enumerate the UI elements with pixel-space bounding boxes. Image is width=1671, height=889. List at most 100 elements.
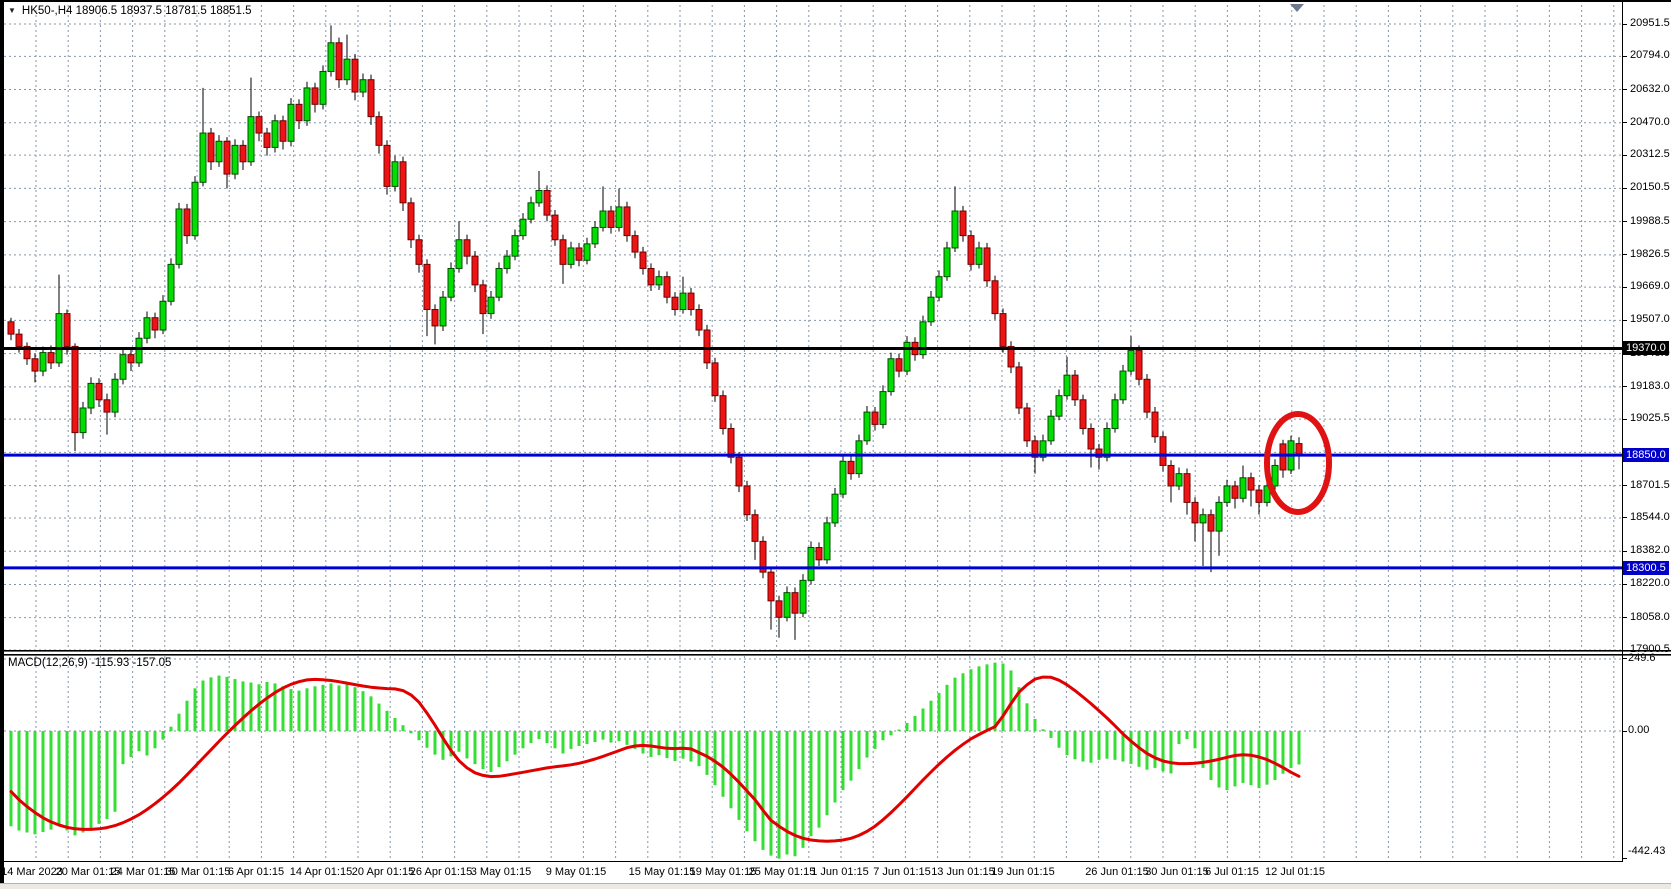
axis-tick-mark [1622, 154, 1627, 156]
window-frame-top [0, 0, 1671, 2]
candle-bearish [983, 247, 991, 282]
axis-tick-mark [1622, 319, 1627, 321]
price-tick-label: 18701.5 [1630, 478, 1670, 491]
candle-bearish [463, 239, 471, 257]
price-tick-label: 19507.0 [1630, 313, 1670, 326]
pane-separator-line[interactable] [0, 654, 1671, 656]
axis-tick-mark [1622, 89, 1627, 91]
candle-bearish [719, 395, 727, 430]
candle-bullish [39, 352, 47, 372]
candle-bearish [815, 547, 823, 561]
candle-bullish [1199, 514, 1207, 524]
date-tick-label: 24 Mar 01:15 [110, 866, 176, 878]
chart-title: ▼ HK50-,H4 18906.5 18937.5 18781.5 18851.… [8, 5, 252, 17]
price-tick-label: 20632.0 [1630, 82, 1670, 95]
ohlc-close: 18851.5 [209, 5, 252, 17]
date-tick-label: 6 Jul 01:15 [1205, 866, 1259, 878]
candle-bearish [47, 352, 55, 364]
candle-bullish [231, 144, 239, 175]
candle-bearish [15, 333, 23, 347]
date-tick-label: 30 Mar 01:15 [165, 866, 231, 878]
candle-bullish [343, 58, 351, 81]
date-tick-label: 3 May 01:15 [470, 866, 532, 878]
candle-bullish [783, 592, 791, 618]
candle-bullish [519, 218, 527, 237]
candle-bullish [439, 296, 447, 327]
candle-bullish [327, 42, 335, 72]
candle-bearish [431, 309, 439, 327]
candle-bearish [895, 358, 903, 372]
macd-indicator-label: MACD(12,26,9) -115.93 -157.05 [8, 657, 172, 669]
candle-bearish [311, 87, 319, 105]
candle-bullish [823, 522, 831, 561]
candle-bearish [775, 600, 783, 618]
candle-bearish [871, 411, 879, 425]
price-tick-label: 18220.0 [1630, 577, 1670, 590]
candle-bullish [199, 132, 207, 183]
price-tick-label: 20470.0 [1630, 115, 1670, 128]
date-tick-label: 15 May 01:15 [628, 866, 696, 878]
candle-bearish [543, 190, 551, 216]
date-tick-label: 25 May 01:15 [748, 866, 816, 878]
candle-bullish [679, 292, 687, 311]
candle-bearish [1031, 440, 1039, 458]
candle-bullish [527, 202, 535, 220]
symbol-dropdown-icon[interactable]: ▼ [8, 6, 16, 15]
axis-tick-mark [1622, 649, 1627, 651]
candle-bullish [1111, 399, 1119, 430]
candle-bearish [623, 206, 631, 237]
candle-bullish [807, 547, 815, 581]
price-level-badge: 19370.0 [1623, 341, 1669, 356]
candle-bearish [151, 317, 159, 331]
axis-tick-mark [1622, 517, 1627, 519]
candle-bullish [887, 358, 895, 393]
candle-bearish [847, 460, 855, 475]
candle-bearish [687, 292, 695, 311]
candle-bearish [759, 540, 767, 573]
date-tick-label: 26 Apr 01:15 [409, 866, 473, 878]
candle-bullish [879, 391, 887, 425]
candle-bullish [535, 190, 543, 204]
candle-bearish [631, 235, 639, 253]
candle-bullish [503, 255, 511, 269]
price-tick-label: 18058.0 [1630, 610, 1670, 623]
candle-bearish [791, 592, 799, 614]
candle-bullish [391, 161, 399, 187]
candle-bullish [1039, 440, 1047, 458]
candle-bearish [607, 210, 615, 228]
candle-bullish [1263, 485, 1271, 503]
candle-bullish [1047, 415, 1055, 442]
candle-bullish [1271, 464, 1279, 487]
axis-tick-mark [1622, 617, 1627, 619]
candle-bullish [839, 460, 847, 495]
price-tick-label: 19988.5 [1630, 214, 1670, 227]
candle-bearish [559, 239, 567, 265]
axis-tick-mark [1622, 485, 1627, 487]
candle-bullish [511, 235, 519, 257]
candle-bearish [423, 263, 431, 311]
axis-tick-mark [1622, 221, 1627, 223]
price-level-badge: 18850.0 [1623, 448, 1669, 463]
price-tick-label: 20794.0 [1630, 49, 1670, 62]
pane-separator-line[interactable] [0, 650, 1671, 652]
candle-bullish [319, 70, 327, 105]
candle-bullish [951, 210, 959, 249]
candle-bearish [1255, 489, 1263, 503]
highlight-ellipse-annotation[interactable] [1264, 411, 1332, 515]
candle-bullish [191, 181, 199, 237]
candle-bearish [415, 239, 423, 265]
axis-tick-mark [1622, 55, 1627, 57]
candle-bullish [567, 247, 575, 265]
candle-bullish [1055, 395, 1063, 417]
candle-bullish [919, 321, 927, 356]
candle-bearish [351, 58, 359, 93]
chart-shift-marker-icon[interactable] [1290, 4, 1304, 12]
price-level-badge: 18300.5 [1623, 560, 1669, 575]
window-chrome-bottom [0, 883, 1671, 889]
axis-tick-mark [1622, 286, 1627, 288]
candle-bullish [1063, 374, 1071, 397]
candle-bearish [767, 571, 775, 602]
candle-bullish [159, 300, 167, 331]
